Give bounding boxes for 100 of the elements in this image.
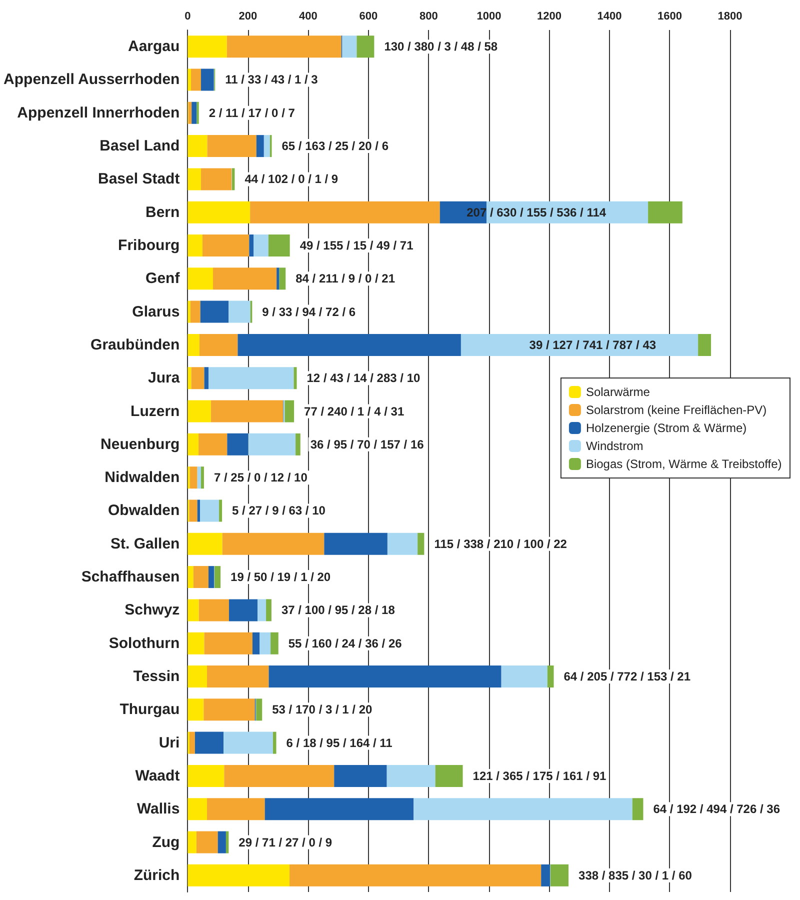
bar [272, 732, 276, 754]
y-tick-label: Aargau [128, 38, 180, 56]
bar [188, 864, 290, 886]
bar [188, 532, 222, 555]
bar [270, 632, 278, 654]
bar [188, 268, 214, 290]
bar [227, 433, 248, 456]
y-tick-label: Graubünden [90, 336, 180, 354]
bar [238, 334, 461, 356]
total-label: 6 / 18 / 95 / 164 / 11 [286, 736, 393, 750]
bar [202, 234, 250, 256]
bar [276, 268, 280, 290]
y-tick-label: Genf [146, 270, 181, 288]
y-tick-label: St. Gallen [110, 535, 180, 552]
bar [188, 36, 227, 58]
total-label: 338 / 835 / 30 / 1 / 60 [578, 868, 692, 882]
bar [249, 234, 254, 256]
bar [252, 632, 260, 654]
bar [334, 764, 387, 787]
bar [206, 798, 265, 820]
x-tick-label: 1400 [597, 10, 622, 22]
bar [294, 367, 297, 390]
legend-label: Windstrom [586, 439, 644, 453]
total-label: 39 / 127 / 741 / 787 / 43 [529, 338, 656, 352]
bar [188, 135, 208, 158]
bar [224, 732, 273, 754]
bar [435, 764, 463, 787]
bar [194, 732, 224, 754]
bar [501, 666, 548, 688]
x-tick-label: 1800 [718, 10, 742, 22]
bar [250, 201, 440, 224]
total-label: 84 / 211 / 9 / 0 / 21 [296, 272, 396, 286]
bar [188, 764, 224, 787]
bar [219, 500, 222, 522]
bar [200, 500, 220, 522]
y-tick-label: Neuenburg [100, 436, 180, 453]
bar [210, 400, 284, 422]
total-label: 36 / 95 / 70 / 157 / 16 [310, 437, 424, 452]
bar [199, 334, 238, 356]
x-tick-label: 1600 [658, 10, 682, 22]
bar [260, 632, 271, 654]
bar [284, 400, 294, 422]
bar [226, 831, 229, 854]
bar [218, 831, 226, 854]
bar [188, 566, 194, 588]
y-tick-label: Tessin [133, 668, 180, 685]
bar [387, 532, 418, 555]
total-label: 9 / 33 / 94 / 72 / 6 [262, 304, 356, 319]
bar [196, 831, 218, 854]
bar [206, 666, 269, 688]
bar [222, 532, 324, 555]
y-tick-label: Schaffhausen [81, 568, 180, 586]
y-tick-label: Appenzell Ausserrhoden [4, 71, 180, 88]
bar [188, 400, 211, 422]
bar [460, 334, 698, 356]
total-label: 207 / 630 / 155 / 536 / 114 [466, 205, 606, 220]
bar [188, 334, 200, 356]
y-tick-label: Nidwalden [104, 469, 180, 486]
y-tick-label: Thurgau [120, 701, 180, 718]
y-tick-label: Wallis [136, 800, 180, 818]
bar [188, 599, 199, 622]
bar [264, 798, 414, 820]
bar [188, 367, 192, 390]
bar [228, 300, 250, 323]
bar [191, 367, 204, 390]
bar [188, 201, 250, 224]
bar [188, 831, 196, 854]
bar [256, 698, 262, 721]
bar [386, 764, 436, 787]
bar [188, 798, 207, 820]
total-label: 53 / 170 / 3 / 1 / 20 [272, 702, 373, 717]
bar [190, 732, 195, 754]
total-label: 130 / 380 / 3 / 48 / 58 [384, 40, 498, 54]
bar [204, 632, 252, 654]
y-tick-label: Appenzell Innerrhoden [17, 104, 180, 122]
bar [188, 234, 202, 256]
bar [264, 135, 270, 158]
y-tick-label: Basel Land [100, 138, 180, 155]
bar [188, 698, 204, 721]
bar [193, 566, 208, 588]
bar [268, 234, 290, 256]
bar [290, 864, 542, 886]
bar [188, 632, 204, 654]
y-tick-label: Luzern [130, 402, 180, 420]
bar [192, 102, 197, 124]
x-tick-label: 600 [359, 10, 378, 22]
x-tick-label: 400 [299, 10, 318, 22]
bar [550, 864, 569, 886]
y-tick-label: Zürich [134, 866, 180, 884]
bar [324, 532, 388, 555]
bar [256, 135, 264, 158]
bar [189, 500, 198, 522]
total-label: 12 / 43 / 14 / 283 / 10 [306, 371, 421, 386]
bar [204, 367, 208, 390]
total-label: 7 / 25 / 0 / 12 / 10 [214, 470, 308, 485]
bar [188, 433, 199, 456]
bar [296, 433, 300, 456]
bar [254, 234, 268, 256]
bar [198, 599, 229, 622]
total-label: 44 / 102 / 0 / 1 / 9 [244, 172, 338, 186]
